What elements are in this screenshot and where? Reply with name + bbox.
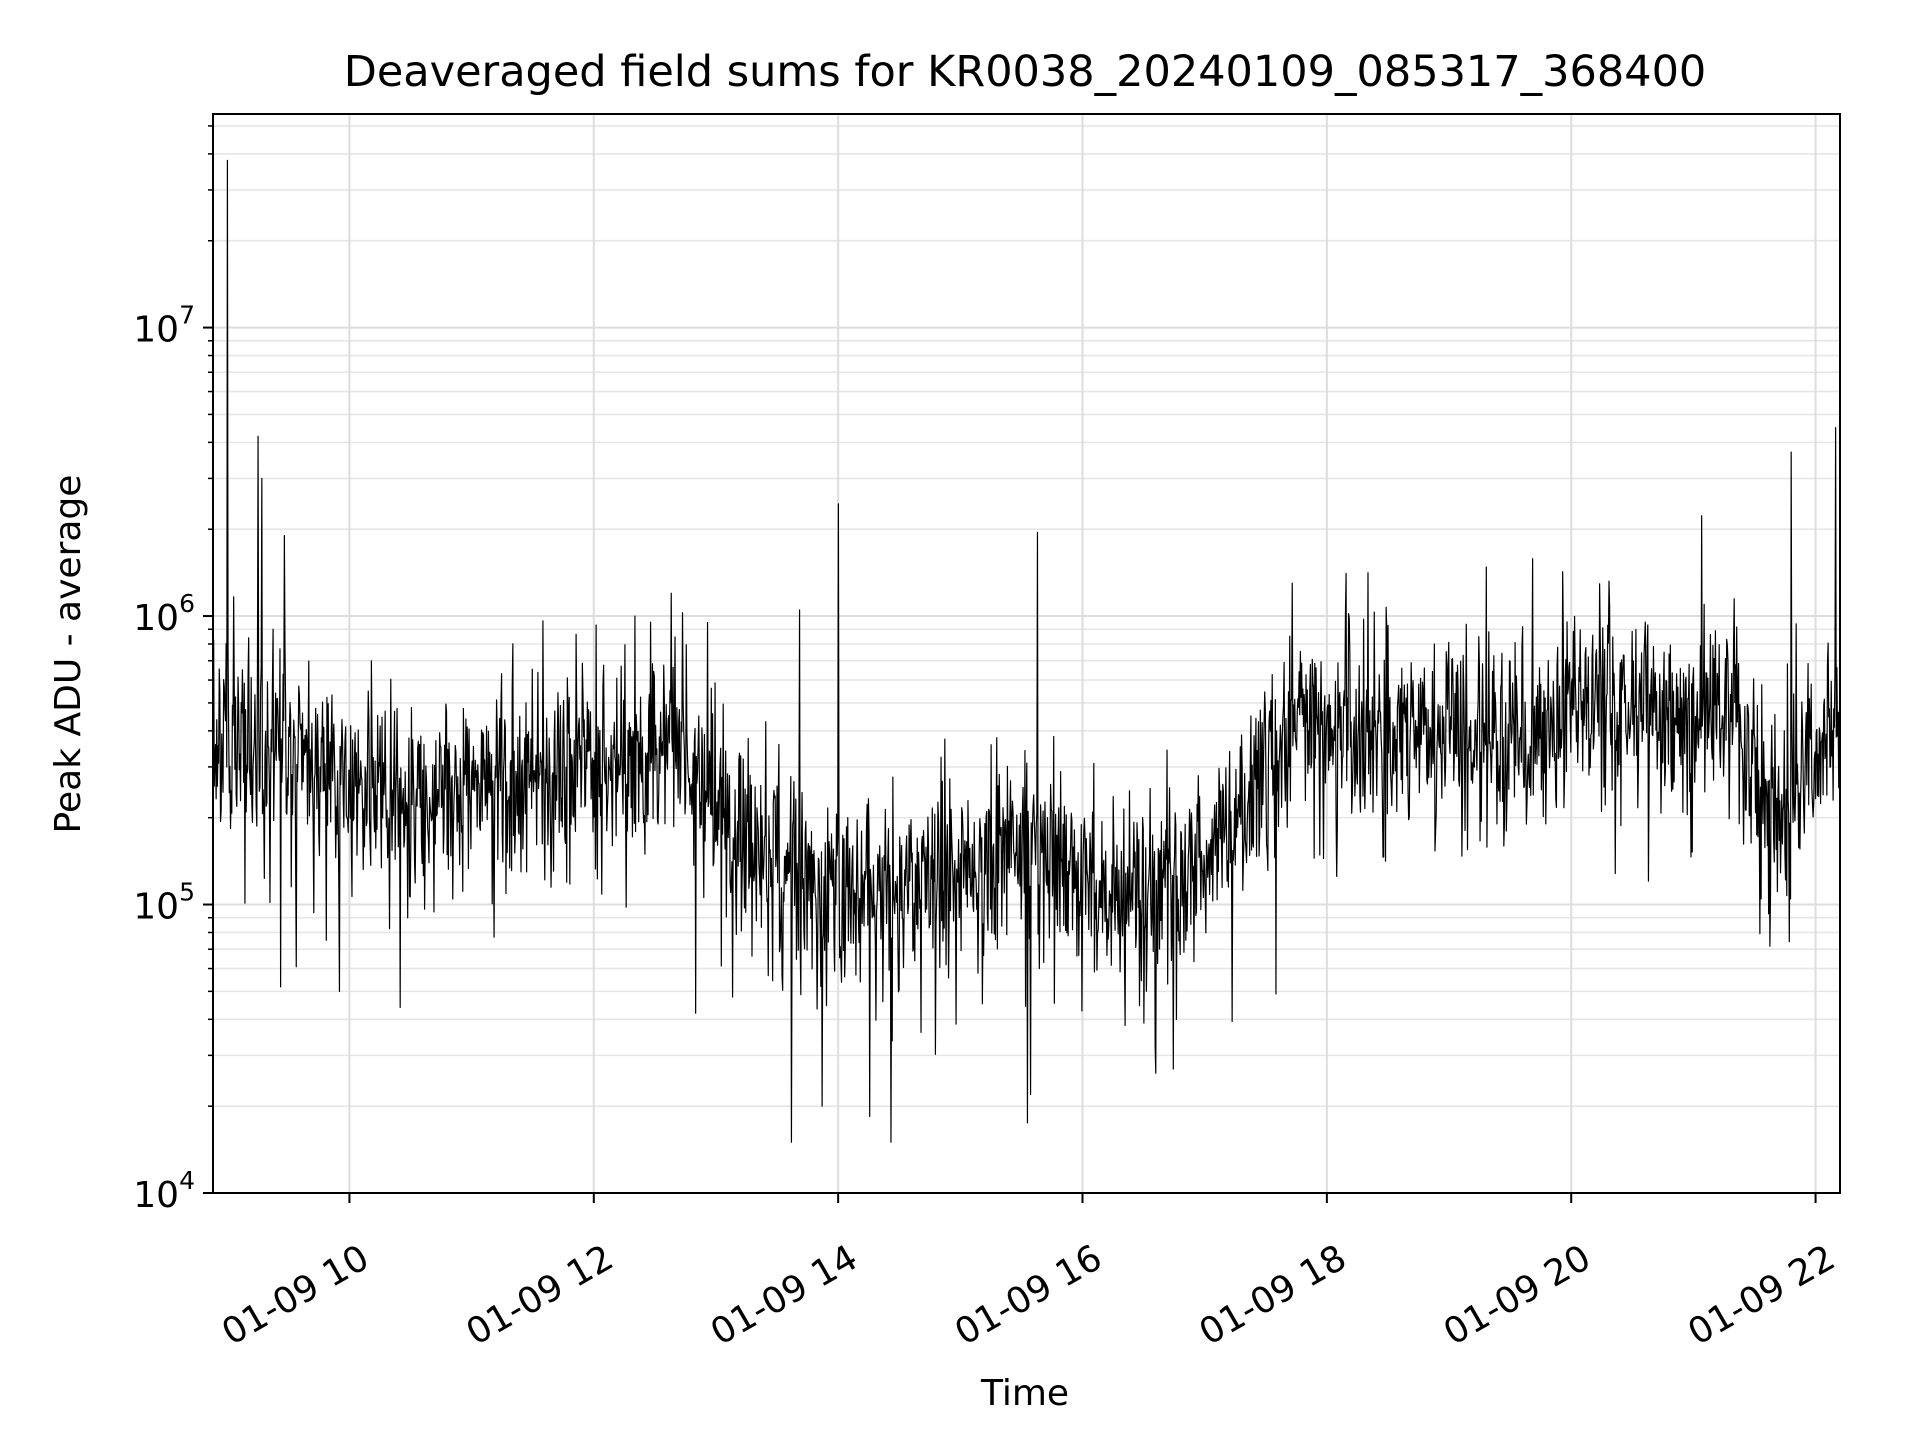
y-tick-label: 104 [133,1166,195,1216]
chart-title: Deaveraged field sums for KR0038_2024010… [344,47,1707,97]
series-line-peak-adu [212,159,1841,1143]
data-line-layer [212,159,1841,1143]
y-axis: 104 105 106 107 [133,125,213,1216]
y-tick-label: 106 [133,589,195,639]
x-axis-label: Time [980,1373,1069,1414]
plot-frame [212,113,1841,1194]
y-axis-label: Peak ADU - average [48,475,89,834]
y-tick-label: 107 [133,301,195,351]
y-tick-label: 105 [133,878,195,928]
